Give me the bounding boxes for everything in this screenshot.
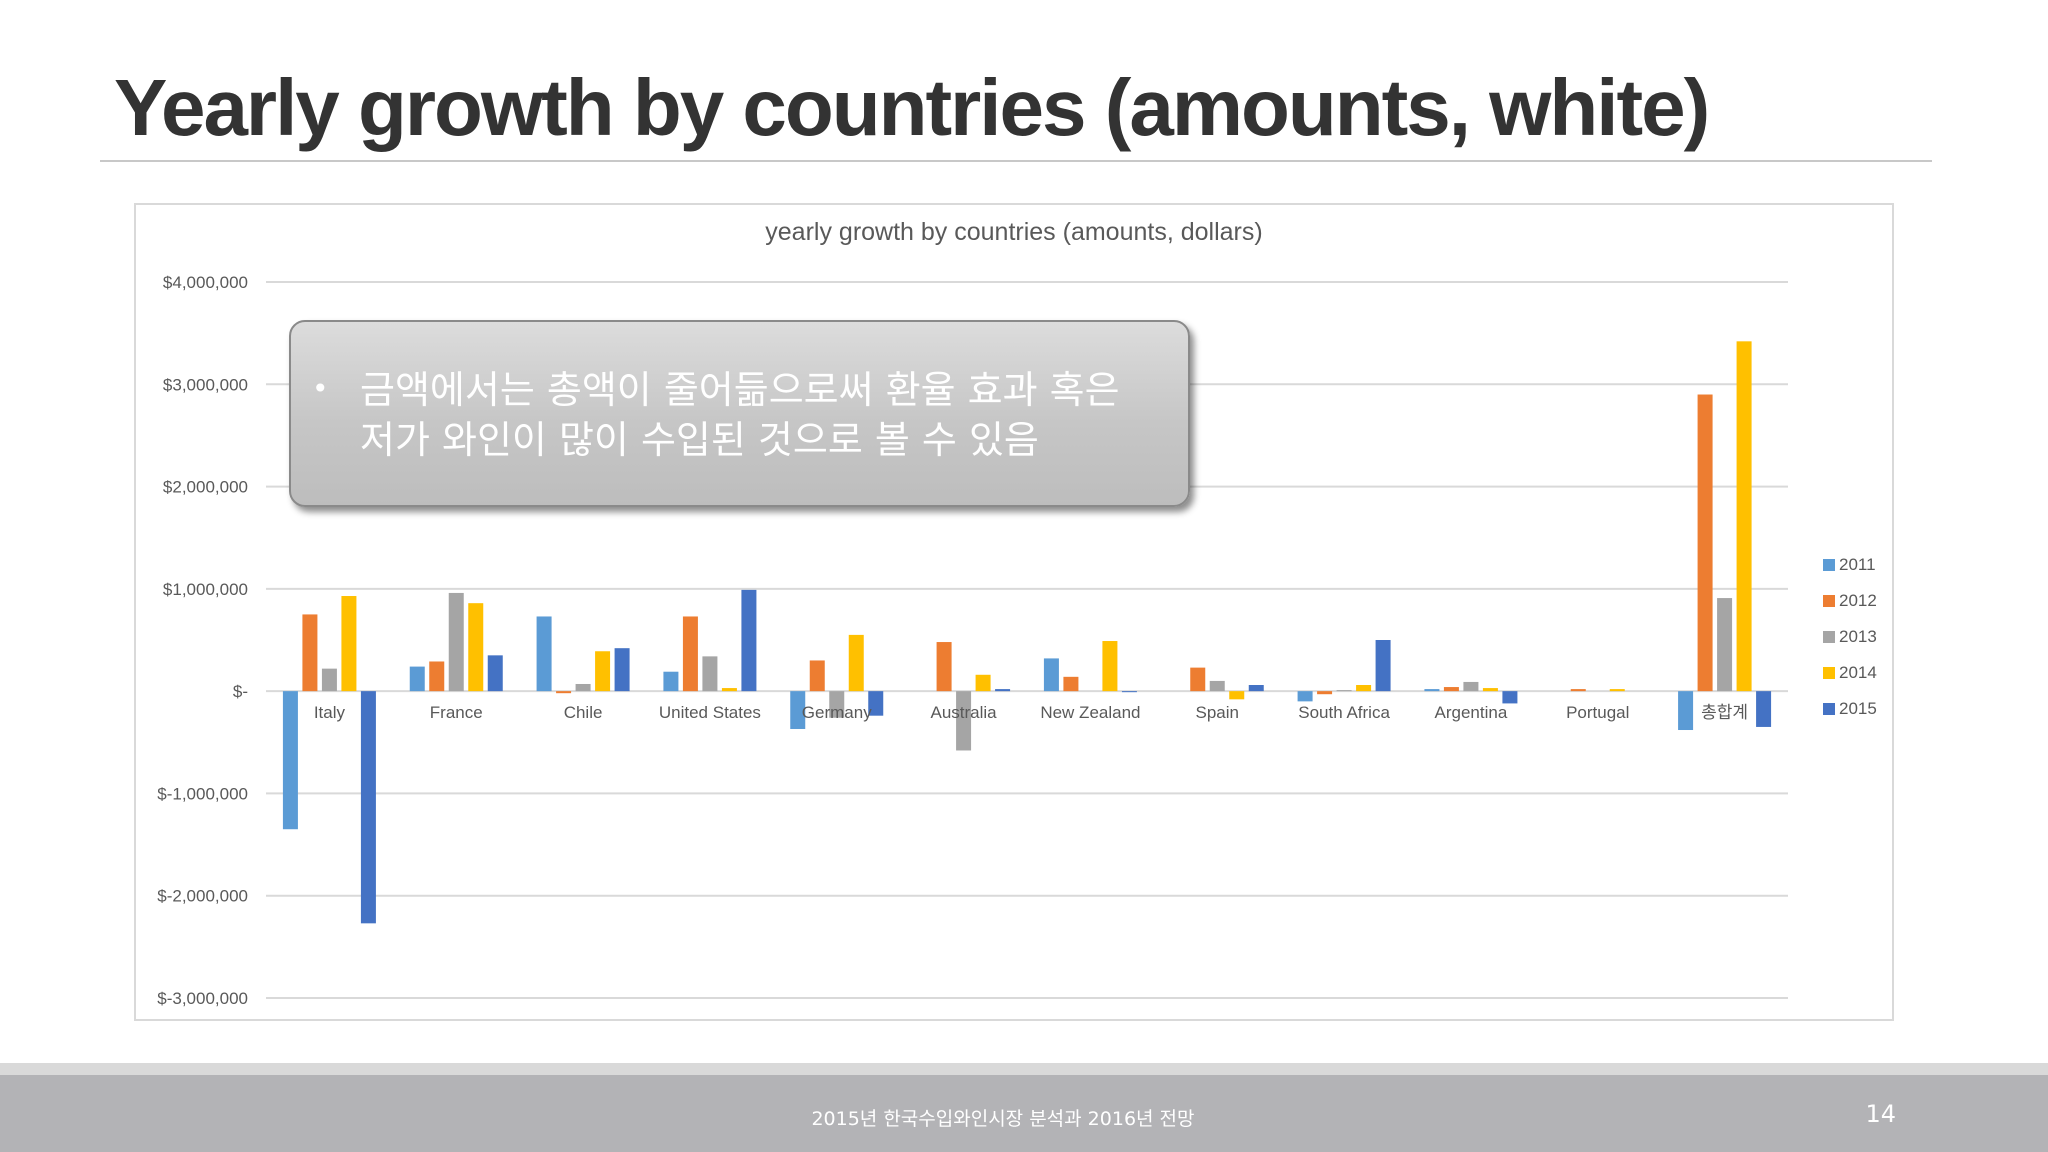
x-tick-label: New Zealand — [1040, 703, 1140, 722]
bar-2014-8 — [1356, 685, 1372, 692]
bar-2014-5 — [975, 674, 991, 692]
footer-text: 2015년 한국수입와인시장 분석과 2016년 전망 — [811, 1108, 1195, 1130]
legend-label: 2014 — [1839, 663, 1877, 682]
legend-label: 2011 — [1839, 555, 1876, 574]
bar-2015-7 — [1248, 685, 1264, 692]
bar-2011-1 — [409, 666, 425, 692]
x-tick-label: 총합계 — [1701, 703, 1748, 722]
y-tick-label: $-1,000,000 — [157, 784, 248, 803]
bar-2012-2 — [556, 691, 572, 694]
bar-2015-11 — [1756, 691, 1772, 727]
chart-title: yearly growth by countries (amounts, dol… — [765, 218, 1262, 246]
legend-label: 2013 — [1839, 627, 1877, 646]
x-tick-label: Spain — [1196, 703, 1239, 722]
legend-swatch-2011 — [1823, 559, 1835, 571]
bar-2014-7 — [1229, 691, 1245, 700]
bar-2014-0 — [341, 596, 357, 692]
bar-2015-5 — [995, 689, 1011, 692]
callout-bullet: • — [312, 372, 329, 405]
bar-2011-4 — [790, 691, 806, 729]
bar-2014-4 — [848, 634, 864, 692]
bar-2013-8 — [1336, 690, 1352, 692]
bar-2011-9 — [1424, 689, 1440, 692]
x-tick-label: Australia — [931, 703, 998, 722]
footer-band — [0, 1063, 2048, 1075]
y-tick-label: $-2,000,000 — [157, 887, 248, 906]
bar-2012-11 — [1697, 394, 1713, 692]
bar-2015-2 — [614, 648, 630, 692]
bar-2011-11 — [1678, 691, 1694, 731]
bar-2012-4 — [809, 660, 825, 692]
bar-2012-1 — [429, 661, 445, 692]
bar-2012-3 — [682, 616, 698, 692]
bar-2015-4 — [868, 691, 884, 716]
bar-2014-11 — [1736, 341, 1752, 692]
x-tick-label: Chile — [564, 703, 603, 722]
slide-title: Yearly growth by countries (amounts, whi… — [114, 63, 1710, 152]
legend-swatch-2014 — [1823, 667, 1835, 679]
bar-2015-0 — [360, 691, 376, 924]
x-tick-label: Germany — [802, 703, 872, 722]
bar-2013-2 — [575, 683, 591, 692]
x-tick-label: South Africa — [1298, 703, 1390, 722]
callout-box — [289, 320, 1190, 507]
bar-2012-10 — [1570, 689, 1586, 692]
legend-swatch-2013 — [1823, 631, 1835, 643]
bar-2011-2 — [536, 616, 552, 692]
bar-2013-4 — [829, 691, 845, 718]
title-divider — [100, 160, 1932, 162]
bar-2011-6 — [1043, 658, 1059, 692]
bar-2011-0 — [282, 691, 298, 830]
x-tick-label: Argentina — [1435, 703, 1508, 722]
bar-2013-0 — [321, 668, 337, 692]
legend-label: 2012 — [1839, 591, 1877, 610]
page-number: 14 — [1865, 1100, 1896, 1128]
bar-2014-1 — [468, 603, 484, 692]
bar-2013-9 — [1463, 681, 1479, 692]
x-tick-label: France — [430, 703, 483, 722]
bar-2013-11 — [1717, 598, 1733, 692]
x-tick-label: United States — [659, 703, 761, 722]
bar-2014-3 — [721, 688, 737, 692]
x-tick-label: Italy — [314, 703, 346, 722]
bar-2013-1 — [448, 592, 464, 692]
legend-swatch-2015 — [1823, 703, 1835, 715]
y-tick-label: $1,000,000 — [163, 580, 248, 599]
callout-text: 금액에서는 총액이 줄어듦으로써 환율 효과 혹은 저가 와인이 많이 수입된 … — [360, 368, 1120, 462]
bar-2012-7 — [1190, 667, 1206, 692]
y-tick-label: $-3,000,000 — [157, 989, 248, 1008]
bar-2011-8 — [1297, 691, 1313, 702]
bar-2013-5 — [956, 691, 972, 751]
bar-2015-3 — [741, 589, 757, 692]
footer-bar — [0, 1075, 2048, 1152]
bar-2015-9 — [1502, 691, 1518, 704]
legend-label: 2015 — [1839, 699, 1877, 718]
legend-swatch-2012 — [1823, 595, 1835, 607]
bar-2014-6 — [1102, 641, 1118, 692]
bar-2014-2 — [595, 651, 611, 692]
bar-2012-9 — [1443, 687, 1459, 692]
bar-2012-6 — [1063, 676, 1079, 692]
bar-2015-6 — [1121, 691, 1137, 693]
y-tick-label: $2,000,000 — [163, 478, 248, 497]
y-tick-label: $3,000,000 — [163, 375, 248, 394]
bar-2014-9 — [1482, 688, 1498, 692]
y-tick-label: $- — [233, 682, 248, 701]
bar-2012-0 — [302, 614, 318, 692]
bar-2011-3 — [663, 671, 679, 692]
bar-2015-8 — [1375, 640, 1391, 692]
bar-2013-7 — [1209, 680, 1225, 692]
bar-2014-10 — [1609, 689, 1625, 692]
y-tick-label: $4,000,000 — [163, 273, 248, 292]
bar-2013-3 — [702, 656, 718, 692]
x-tick-label: Portugal — [1566, 703, 1629, 722]
bar-2012-5 — [936, 642, 952, 692]
bar-2012-8 — [1317, 691, 1333, 695]
bar-2015-1 — [487, 655, 503, 692]
